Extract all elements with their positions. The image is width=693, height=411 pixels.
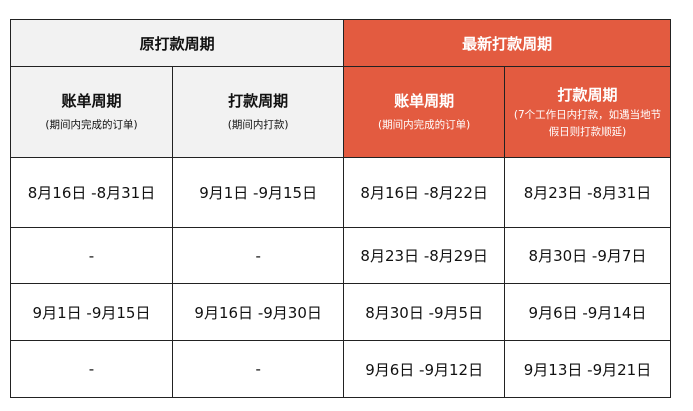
table-row: 9月1日 -9月15日 9月16日 -9月30日 8月30日 -9月5日 9月6日 -… (10, 283, 672, 341)
cell: - (171, 340, 345, 398)
cell: 9月6日 -9月14日 (503, 283, 672, 341)
col-header: 账单周期 (期间内完成的订单) (343, 66, 505, 158)
col-header: 打款周期 (7个工作日内打款，如遇当地节假日则打款顺延) (503, 66, 672, 158)
col-title: 账单周期 (61, 92, 122, 110)
cell: 8月30日 -9月7日 (503, 227, 672, 284)
cell: - (10, 340, 173, 398)
cell: 9月6日 -9月12日 (343, 340, 505, 398)
cell: 9月1日 -9月15日 (10, 283, 173, 341)
cell: 8月30日 -9月5日 (343, 283, 505, 341)
table-row: 8月16日 -8月31日 9月1日 -9月15日 8月16日 -8月22日 8月23日… (10, 157, 672, 228)
cell: - (10, 227, 173, 284)
payment-cycle-table: 原打款周期 最新打款周期 账单周期 (期间内完成的订单) 打款周期 (期间内打款) … (9, 19, 672, 398)
col-header: 打款周期 (期间内打款) (171, 66, 345, 158)
col-header: 账单周期 (期间内完成的订单) (10, 66, 173, 158)
cell: 9月16日 -9月30日 (171, 283, 345, 341)
new-cycle-header: 最新打款周期 (343, 19, 671, 67)
cell: 8月16日 -8月31日 (10, 157, 173, 228)
cell: - (171, 227, 345, 284)
cell: 9月13日 -9月21日 (503, 340, 672, 398)
cell: 8月23日 -8月31日 (503, 157, 672, 228)
cell: 8月23日 -8月29日 (343, 227, 505, 284)
col-sub: (期间内完成的订单) (378, 119, 471, 131)
cell: 8月16日 -8月22日 (343, 157, 505, 228)
col-sub: (7个工作日内打款，如遇当地节假日则打款顺延) (513, 108, 662, 138)
old-cycle-header: 原打款周期 (9, 19, 345, 67)
cell: 9月1日 -9月15日 (171, 157, 345, 228)
col-sub: (期间内完成的订单) (45, 119, 138, 131)
col-title: 账单周期 (394, 92, 455, 110)
table-row: - -8月23日 -8月29日 8月30日 -9月7日 (10, 227, 672, 284)
col-title: 打款周期 (228, 92, 289, 110)
col-title: 打款周期 (557, 85, 618, 104)
col-sub: (期间内打款) (227, 119, 289, 131)
table-row: - -9月6日 -9月12日 9月13日 -9月21日 (10, 340, 672, 398)
